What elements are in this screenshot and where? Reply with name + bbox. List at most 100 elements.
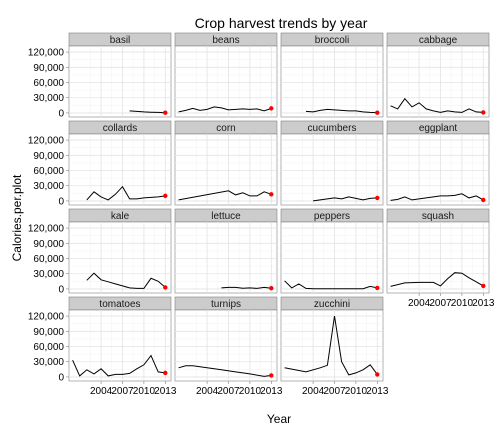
facet-panel-cabbage: cabbage: [386, 32, 490, 118]
facet-strip-label: squash: [422, 211, 454, 222]
facet-strip-label: beans: [212, 35, 239, 46]
series-line-squash: [390, 272, 484, 287]
y-tick-label: 30,000: [33, 93, 64, 104]
series-line-lettuce: [221, 286, 272, 289]
y-tick-label: 60,000: [33, 78, 64, 89]
y-tick-label: 120,000: [28, 312, 65, 323]
panel-background: [386, 45, 490, 118]
latest-point-eggplant: [481, 197, 486, 203]
facet-panel-peppers: peppers: [280, 208, 384, 294]
series-line-turnips: [178, 365, 272, 377]
x-tick-label: 2007: [429, 298, 452, 309]
panel-background: [280, 221, 384, 294]
facet-panels: basil 0 30,000 60,000 90,000 120,000 beans broc…: [28, 32, 495, 397]
x-tick-label: 2007: [323, 386, 346, 397]
latest-point-broccoli: [375, 110, 380, 115]
panel-background: [280, 133, 384, 206]
latest-point-cucumbers: [375, 195, 380, 201]
y-tick-label: 60,000: [33, 254, 64, 265]
facet-panel-turnips: turnips 2004 2007 2010 2013: [174, 296, 283, 397]
y-tick-label: 30,000: [33, 269, 64, 280]
panel-background: [386, 221, 490, 294]
facet-panel-kale: kale 0 30,000 60,000 90,000 120,000: [28, 208, 172, 295]
facet-panel-basil: basil 0 30,000 60,000 90,000 120,000: [28, 32, 172, 119]
facet-strip-label: zucchini: [314, 299, 350, 310]
facet-strip-label: basil: [110, 35, 131, 46]
x-tick-label: 2013: [154, 386, 177, 397]
y-tick-label: 0: [58, 284, 64, 295]
y-tick-label: 90,000: [33, 327, 64, 338]
latest-point-cabbage: [481, 110, 486, 115]
facet-strip-label: corn: [216, 123, 235, 134]
latest-point-peppers: [375, 285, 380, 291]
panel-background: [68, 221, 172, 294]
x-tick-label: 2004: [196, 386, 219, 397]
facet-panel-collards: collards 0 30,000 60,000 90,000 120,000: [28, 120, 172, 207]
facet-panel-corn: corn: [174, 120, 278, 206]
series-line-peppers: [284, 280, 378, 290]
facet-strip-label: kale: [111, 211, 130, 222]
facet-strip-label: tomatoes: [99, 299, 140, 310]
series-line-collards: [86, 185, 166, 201]
facet-panel-eggplant: eggplant: [386, 120, 490, 206]
y-tick-label: 0: [58, 372, 64, 383]
series-line-cucumbers: [313, 196, 378, 202]
panel-background: [174, 45, 278, 118]
y-tick-label: 60,000: [33, 166, 64, 177]
panel-background: [174, 221, 278, 294]
x-tick-label: 2013: [260, 386, 283, 397]
series-line-tomatoes: [72, 354, 166, 377]
series-line-kale: [86, 272, 166, 289]
x-axis-label: Year: [267, 412, 291, 426]
panel-background: [68, 309, 172, 382]
facet-panel-cucumbers: cucumbers: [280, 120, 384, 206]
latest-point-squash: [481, 283, 486, 289]
y-tick-label: 90,000: [33, 239, 64, 250]
facet-strip-label: turnips: [211, 299, 241, 310]
chart-title: Crop harvest trends by year: [195, 15, 368, 31]
series-line-broccoli: [305, 108, 378, 114]
x-tick-label: 2007: [111, 386, 134, 397]
facet-strip-label: cabbage: [419, 35, 458, 46]
x-tick-label: 2010: [345, 386, 368, 397]
facet-strip-label: lettuce: [211, 211, 241, 222]
y-tick-label: 90,000: [33, 151, 64, 162]
facet-strip-label: collards: [103, 123, 137, 134]
facet-strip-label: peppers: [314, 211, 350, 222]
x-tick-label: 2004: [408, 298, 431, 309]
latest-point-tomatoes: [163, 370, 168, 376]
x-tick-label: 2004: [90, 386, 113, 397]
latest-point-kale: [163, 285, 168, 290]
latest-point-turnips: [269, 373, 274, 378]
series-line-corn: [178, 190, 272, 201]
latest-point-collards: [163, 193, 168, 199]
series-line-beans: [178, 106, 272, 113]
y-tick-label: 60,000: [33, 342, 64, 353]
panel-background: [68, 45, 172, 118]
x-tick-label: 2010: [239, 386, 262, 397]
y-tick-label: 120,000: [28, 224, 65, 235]
y-tick-label: 0: [58, 108, 64, 119]
y-tick-label: 90,000: [33, 63, 64, 74]
series-line-cabbage: [390, 97, 484, 113]
latest-point-zucchini: [375, 372, 380, 377]
y-tick-label: 0: [58, 196, 64, 207]
x-tick-label: 2004: [302, 386, 325, 397]
latest-point-lettuce: [269, 285, 274, 291]
series-line-zucchini: [284, 316, 378, 376]
series-line-eggplant: [390, 193, 484, 201]
facet-panel-squash: squash 2004 2007 2010 2013: [386, 208, 495, 309]
x-tick-label: 2013: [366, 386, 389, 397]
series-line-basil: [129, 110, 166, 114]
latest-point-corn: [269, 192, 274, 197]
x-tick-label: 2010: [451, 298, 474, 309]
x-tick-label: 2010: [133, 386, 156, 397]
facet-strip-label: cucumbers: [308, 123, 357, 134]
y-tick-label: 120,000: [28, 136, 65, 147]
latest-point-beans: [269, 106, 274, 111]
y-axis-label: Calories.per.plot: [10, 174, 24, 261]
facet-strip-label: eggplant: [419, 123, 458, 134]
y-tick-label: 30,000: [33, 357, 64, 368]
